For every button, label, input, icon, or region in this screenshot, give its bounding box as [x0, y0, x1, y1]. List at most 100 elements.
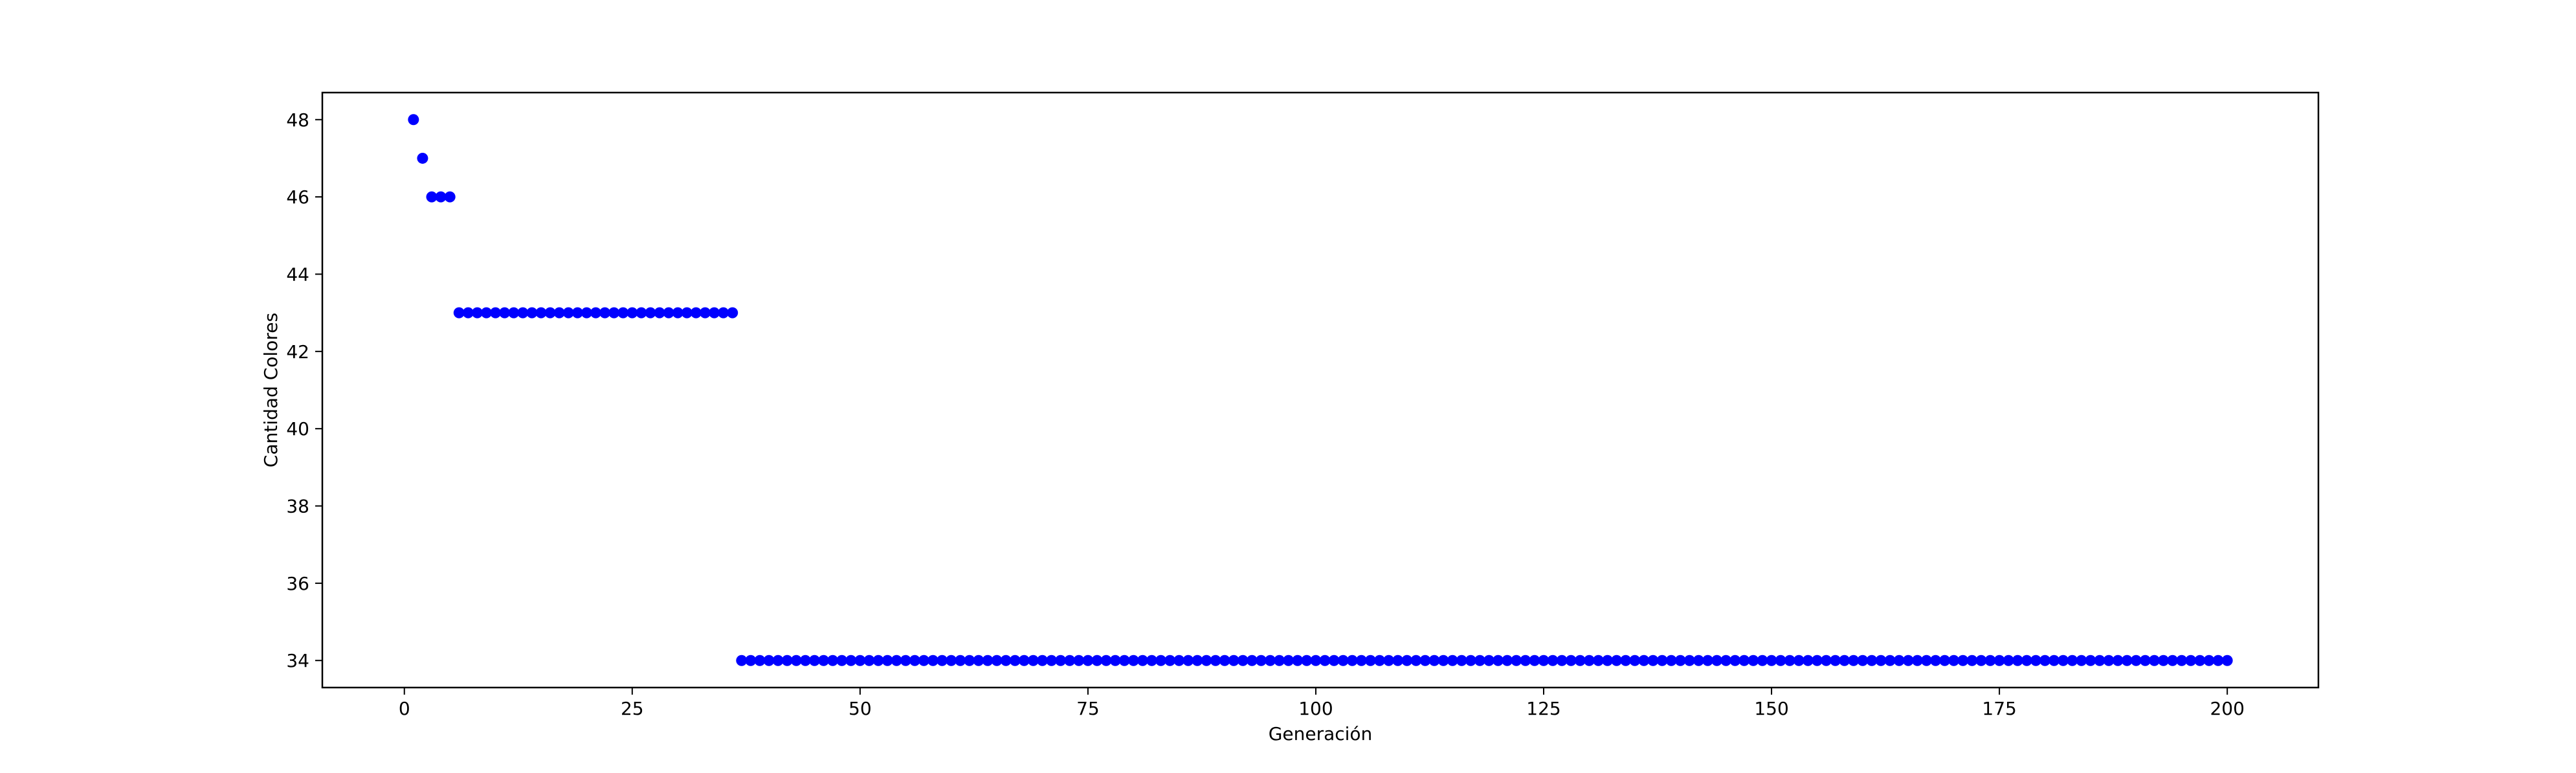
data-point [1456, 655, 1467, 666]
plot-area-frame [321, 91, 2320, 689]
data-point [1830, 655, 1841, 666]
x-tick-label: 150 [1754, 698, 1788, 719]
data-point [1237, 655, 1249, 666]
data-point [1520, 655, 1531, 666]
data-point [1656, 655, 1668, 666]
data-point [535, 307, 547, 319]
x-tick-label: 200 [2210, 698, 2244, 719]
data-point [818, 655, 830, 666]
data-point [1975, 655, 1987, 666]
data-point [663, 307, 674, 319]
data-point [1283, 655, 1294, 666]
x-tick-label: 25 [621, 698, 644, 719]
data-point [1228, 655, 1239, 666]
data-point [1966, 655, 1978, 666]
data-point [1984, 655, 1996, 666]
data-point [1665, 655, 1677, 666]
data-point [2085, 655, 2096, 666]
data-point [2103, 655, 2115, 666]
data-point [2067, 655, 2078, 666]
data-point [2139, 655, 2151, 666]
data-point [1839, 655, 1850, 666]
data-point [1000, 655, 1012, 666]
data-point [1629, 655, 1641, 666]
data-point [1793, 655, 1804, 666]
data-point [1118, 655, 1130, 666]
data-point [1419, 655, 1431, 666]
data-point [2039, 655, 2051, 666]
data-point [991, 655, 1003, 666]
data-point [1702, 655, 1713, 666]
data-point [1292, 655, 1304, 666]
data-point [1073, 655, 1085, 666]
data-point [590, 307, 601, 319]
data-point [1392, 655, 1404, 666]
data-point [1401, 655, 1413, 666]
data-point [1674, 655, 1686, 666]
data-point [1766, 655, 1777, 666]
data-point [1192, 655, 1203, 666]
data-point [1301, 655, 1313, 666]
data-point [1784, 655, 1795, 666]
data-point [1438, 655, 1449, 666]
y-tick-label: 42 [286, 341, 309, 363]
data-point [1683, 655, 1695, 666]
data-point [709, 307, 720, 319]
data-point [754, 655, 766, 666]
data-point [1009, 655, 1021, 666]
data-point [1821, 655, 1832, 666]
data-point [1364, 655, 1376, 666]
data-point [581, 307, 592, 319]
data-point [1693, 655, 1704, 666]
x-axis-ticks: 0 25 50 75 100 125 150 175 200 [399, 688, 2245, 719]
data-point [1583, 655, 1595, 666]
data-point [1337, 655, 1349, 666]
data-point [955, 655, 966, 666]
data-point [453, 307, 465, 319]
data-point [2030, 655, 2041, 666]
data-point [1802, 655, 1814, 666]
data-point [1091, 655, 1103, 666]
data-point [1255, 655, 1267, 666]
data-point [1027, 655, 1039, 666]
x-tick-label: 0 [399, 698, 410, 719]
data-point [1428, 655, 1440, 666]
data-point [2130, 655, 2142, 666]
data-point [808, 655, 820, 666]
data-point [480, 307, 492, 319]
y-tick-label: 38 [286, 496, 309, 517]
data-point [1647, 655, 1659, 666]
data-point [927, 655, 939, 666]
data-point [718, 307, 729, 319]
data-point [1729, 655, 1741, 666]
data-point [918, 655, 929, 666]
data-point [882, 655, 893, 666]
data-point [845, 655, 857, 666]
data-point [2149, 655, 2160, 666]
data-point [408, 114, 419, 126]
y-tick-label: 34 [286, 650, 309, 671]
data-point [799, 655, 811, 666]
y-axis-ticks: 34 36 38 40 42 44 46 48 [286, 109, 322, 671]
data-point [2076, 655, 2087, 666]
data-point [1055, 655, 1067, 666]
data-point [490, 307, 502, 319]
data-points [408, 114, 2233, 666]
data-point [2058, 655, 2069, 666]
data-point [1939, 655, 1951, 666]
data-point [2121, 655, 2133, 666]
data-point [1638, 655, 1650, 666]
data-point [1538, 655, 1549, 666]
y-tick-label: 36 [286, 573, 309, 594]
data-point [1210, 655, 1221, 666]
data-point [1483, 655, 1495, 666]
data-point [1611, 655, 1623, 666]
data-point [681, 307, 693, 319]
data-point [1493, 655, 1504, 666]
data-point [1957, 655, 1969, 666]
data-point [690, 307, 702, 319]
data-point [2003, 655, 2014, 666]
data-point [1183, 655, 1194, 666]
data-point [2212, 655, 2224, 666]
x-tick-label: 100 [1298, 698, 1333, 719]
